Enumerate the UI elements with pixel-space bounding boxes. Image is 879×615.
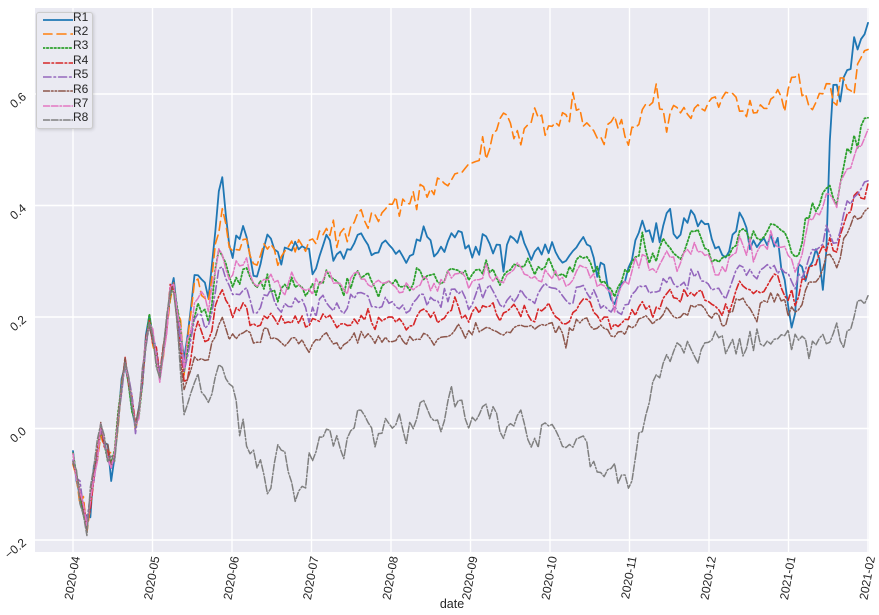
- svg-text:date: date: [440, 597, 464, 611]
